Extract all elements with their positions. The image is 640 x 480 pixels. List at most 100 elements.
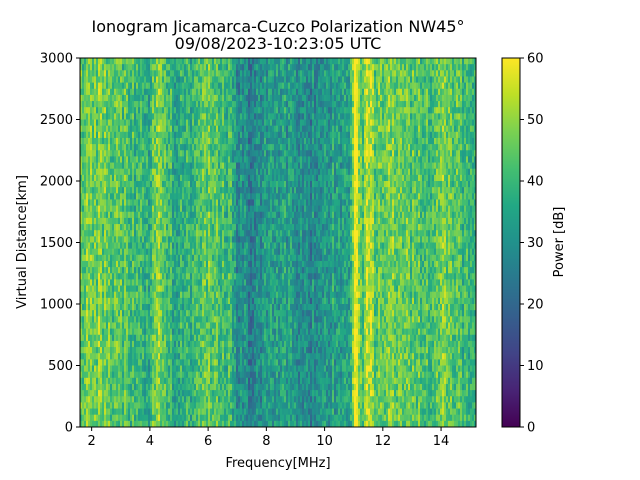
- heatmap-cell: [194, 193, 197, 200]
- heatmap-cell: [120, 64, 123, 71]
- heatmap-cell: [166, 260, 169, 268]
- heatmap-cell: [104, 76, 107, 84]
- heatmap-cell: [146, 242, 149, 250]
- heatmap-cell: [106, 396, 109, 403]
- heatmap-cell: [84, 230, 87, 237]
- heatmap-cell: [104, 187, 107, 194]
- heatmap-cell: [116, 304, 119, 311]
- heatmap-cell: [96, 260, 99, 268]
- heatmap-cell: [158, 156, 161, 164]
- heatmap-cell: [144, 101, 147, 108]
- heatmap-cell: [134, 181, 137, 188]
- heatmap-cell: [192, 285, 195, 293]
- heatmap-cell: [190, 119, 193, 127]
- heatmap-cell: [172, 217, 175, 225]
- heatmap-cell: [106, 297, 109, 305]
- heatmap-cell: [178, 137, 181, 145]
- heatmap-cell: [156, 101, 159, 108]
- heatmap-cell: [174, 340, 177, 348]
- heatmap-cell: [80, 377, 83, 385]
- heatmap-cell: [162, 420, 165, 428]
- heatmap-cell: [124, 107, 127, 114]
- heatmap-cell: [100, 383, 103, 391]
- heatmap-cell: [138, 94, 141, 102]
- heatmap-cell: [142, 64, 145, 71]
- heatmap-cell: [152, 285, 155, 293]
- heatmap-cell: [116, 113, 119, 120]
- heatmap-cell: [96, 273, 99, 280]
- heatmap-cell: [122, 340, 125, 348]
- heatmap-cell: [116, 230, 119, 237]
- heatmap-cell: [112, 396, 115, 403]
- heatmap-cell: [84, 402, 87, 410]
- heatmap-cell: [104, 340, 107, 348]
- heatmap-cell: [182, 205, 185, 213]
- heatmap-cell: [104, 390, 107, 397]
- heatmap-cell: [136, 365, 139, 373]
- heatmap-cell: [168, 88, 171, 96]
- heatmap-cell: [186, 371, 189, 379]
- heatmap-cell: [198, 359, 201, 366]
- heatmap-cell: [146, 310, 149, 317]
- heatmap-cell: [168, 236, 171, 243]
- heatmap-cell: [188, 420, 191, 428]
- heatmap-cell: [118, 383, 121, 391]
- heatmap-cell: [90, 211, 93, 219]
- heatmap-cell: [182, 396, 185, 403]
- heatmap-cell: [118, 396, 121, 403]
- heatmap-cell: [166, 304, 169, 311]
- heatmap-cell: [154, 353, 157, 360]
- heatmap-cell: [152, 347, 155, 354]
- heatmap-cell: [110, 279, 113, 287]
- heatmap-cell: [188, 113, 191, 120]
- heatmap-cell: [100, 285, 103, 293]
- heatmap-cell: [150, 144, 153, 151]
- heatmap-cell: [150, 88, 153, 96]
- heatmap-cell: [164, 353, 167, 360]
- heatmap-cell: [122, 101, 125, 108]
- heatmap-cell: [86, 414, 89, 422]
- heatmap-cell: [82, 88, 85, 96]
- heatmap-cell: [174, 359, 177, 366]
- heatmap-cell: [130, 168, 133, 176]
- heatmap-cell: [126, 162, 129, 170]
- heatmap-cell: [184, 125, 187, 133]
- heatmap-cell: [124, 402, 127, 410]
- heatmap-cell: [166, 144, 169, 151]
- heatmap-cell: [100, 304, 103, 311]
- heatmap-cell: [88, 328, 91, 336]
- heatmap-cell: [96, 310, 99, 317]
- heatmap-cell: [168, 402, 171, 410]
- heatmap-cell: [174, 408, 177, 416]
- heatmap-cell: [106, 205, 109, 213]
- heatmap-cell: [102, 230, 105, 237]
- heatmap-cell: [182, 156, 185, 164]
- heatmap-cell: [184, 248, 187, 256]
- heatmap-cell: [112, 101, 115, 108]
- heatmap-cell: [158, 304, 161, 311]
- heatmap-cell: [84, 70, 87, 77]
- heatmap-cell: [120, 181, 123, 188]
- heatmap-cell: [188, 236, 191, 243]
- heatmap-cell: [98, 377, 101, 385]
- heatmap-cell: [104, 273, 107, 280]
- heatmap-cell: [116, 383, 119, 391]
- heatmap-cell: [156, 193, 159, 200]
- heatmap-cell: [196, 82, 199, 90]
- heatmap-cell: [138, 187, 141, 194]
- heatmap-cell: [188, 144, 191, 151]
- heatmap-cell: [178, 162, 181, 170]
- heatmap-cell: [184, 217, 187, 225]
- heatmap-cell: [172, 365, 175, 373]
- heatmap-cell: [122, 402, 125, 410]
- heatmap-cell: [128, 211, 131, 219]
- heatmap-cell: [134, 297, 137, 305]
- heatmap-cell: [196, 224, 199, 231]
- heatmap-cell: [112, 371, 115, 379]
- heatmap-cell: [138, 199, 141, 207]
- heatmap-cell: [188, 254, 191, 262]
- heatmap-cell: [180, 279, 183, 287]
- heatmap-cell: [172, 125, 175, 133]
- heatmap-cell: [156, 353, 159, 360]
- heatmap-cell: [94, 304, 97, 311]
